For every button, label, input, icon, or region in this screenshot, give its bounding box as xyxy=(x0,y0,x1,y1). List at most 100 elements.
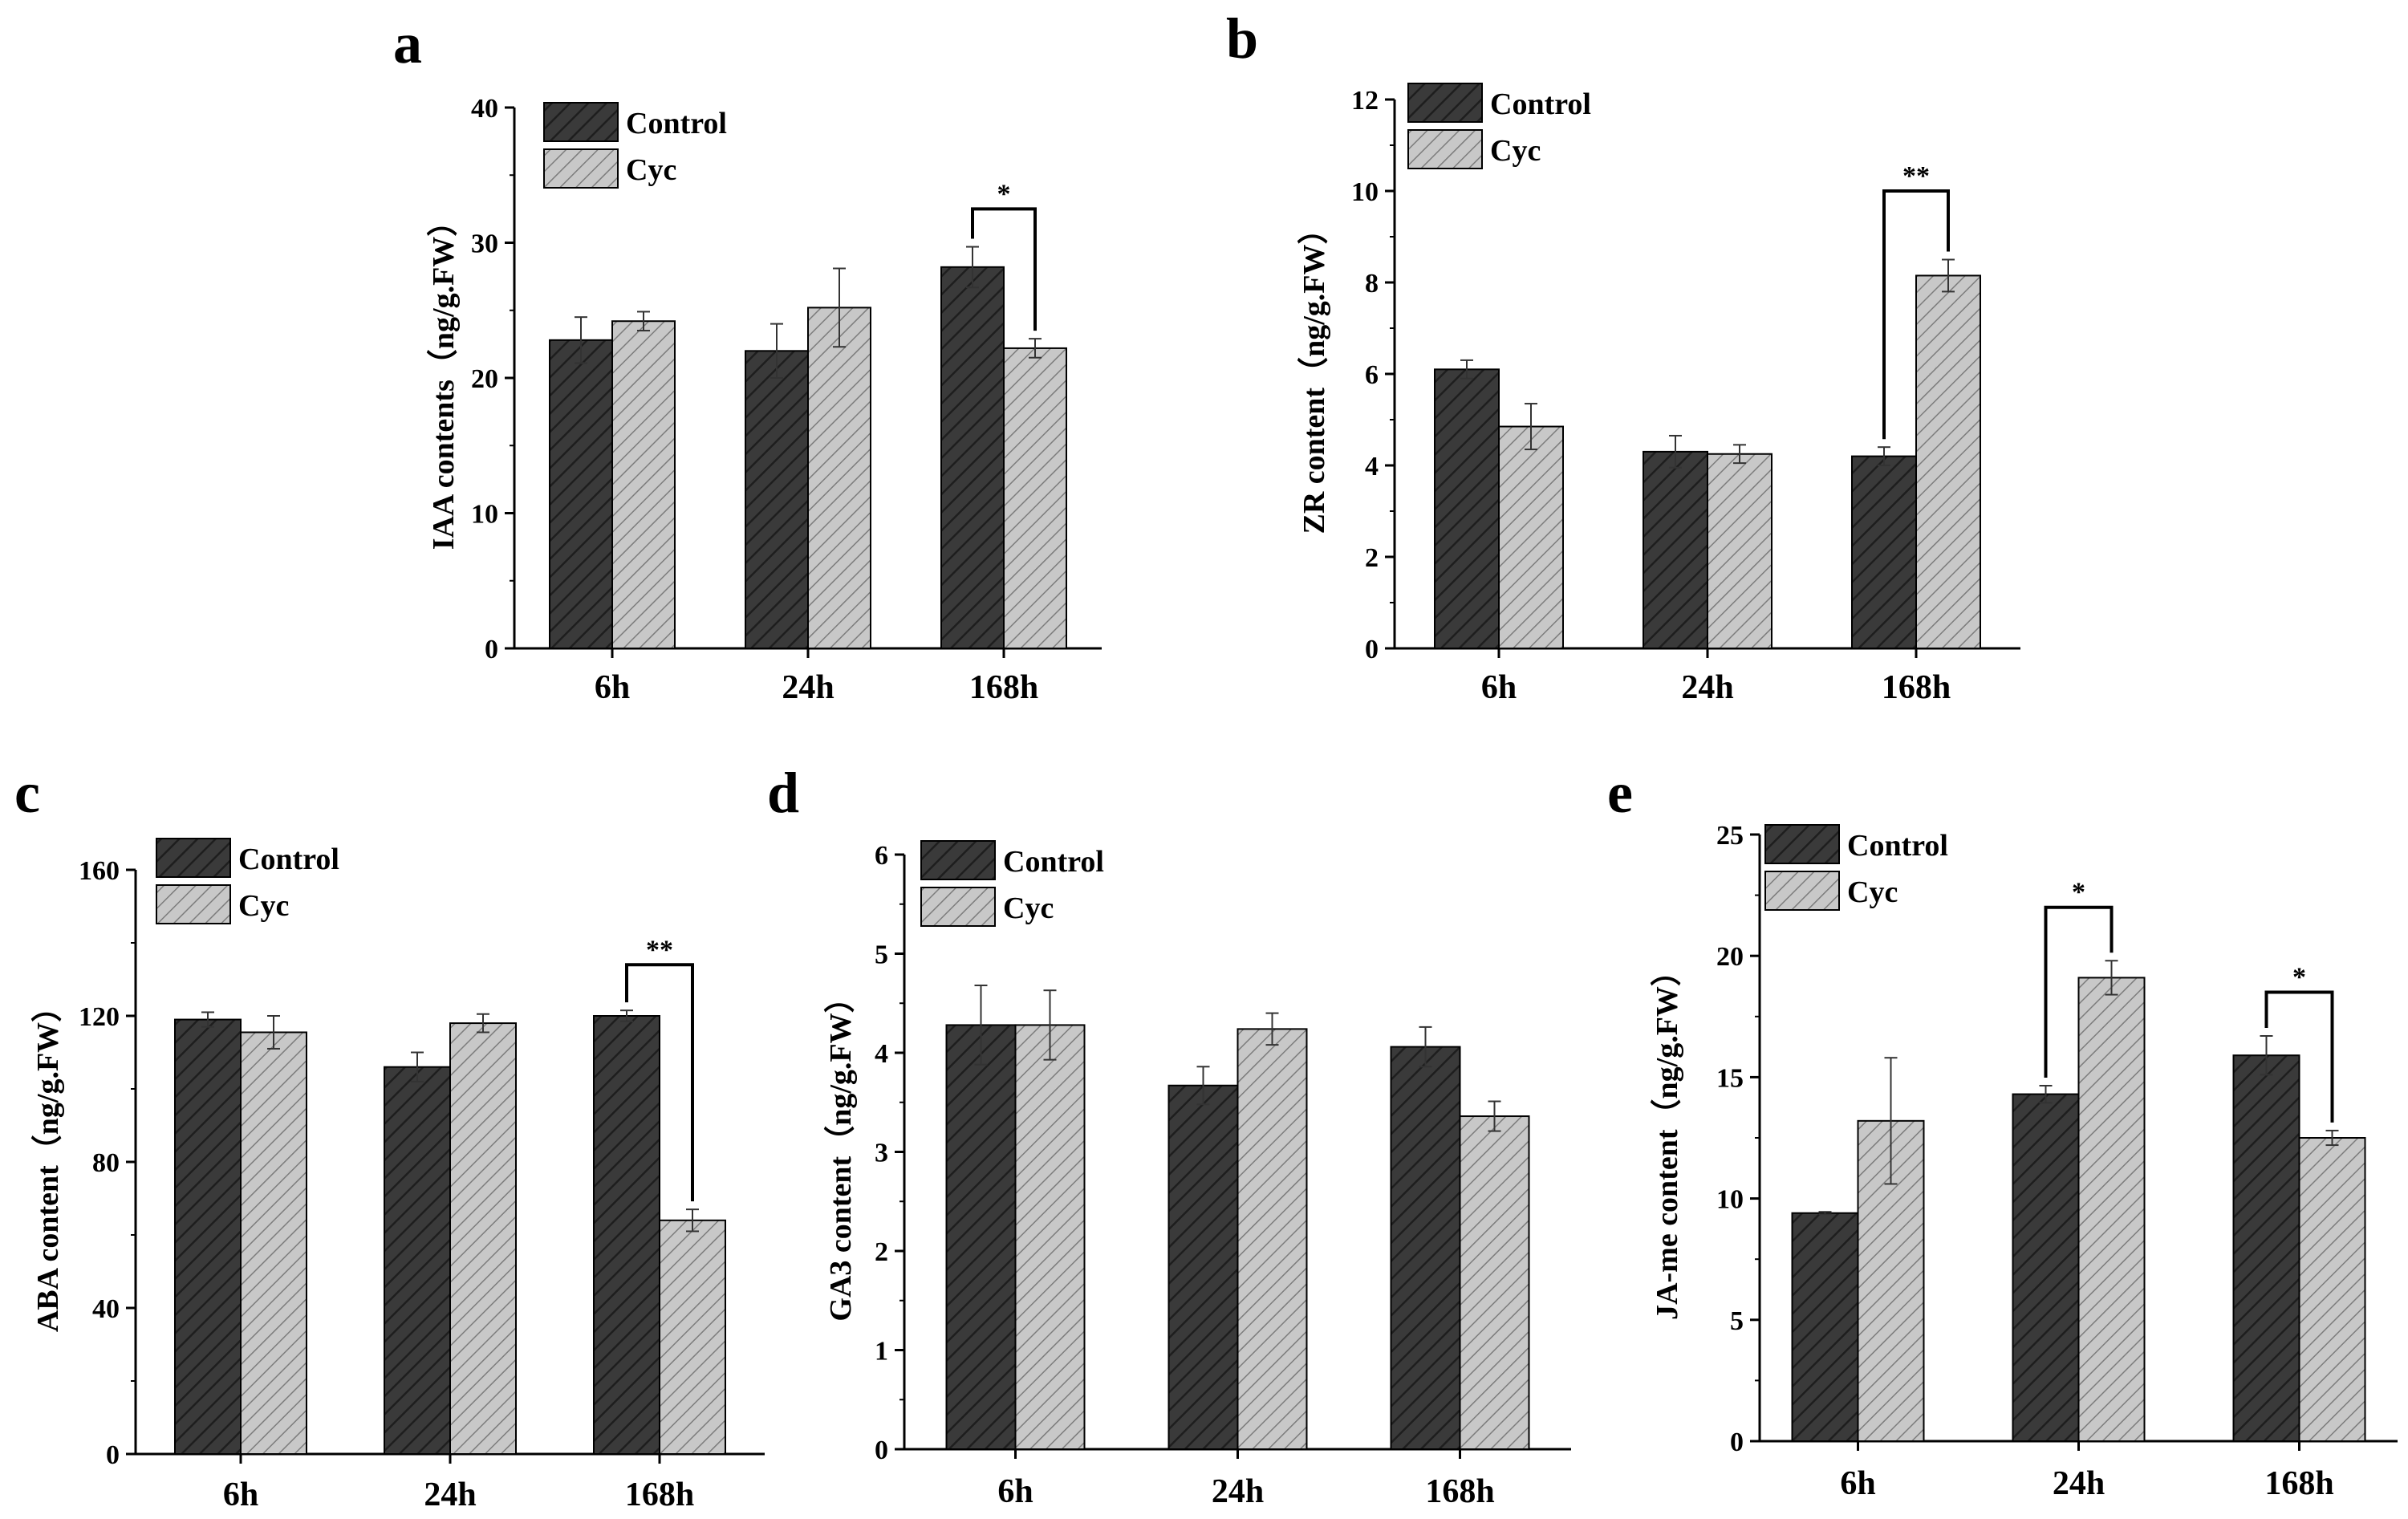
bar-control-168h xyxy=(1851,455,1917,649)
y-axis-label: GA3 content（ng/g.FW） xyxy=(824,982,858,1321)
y-tick-label: 0 xyxy=(1365,635,1379,664)
x-category-label: 168h xyxy=(625,1476,694,1513)
y-axis-label: ZR content（ng/g.FW） xyxy=(1297,213,1331,534)
y-tick-label: 10 xyxy=(471,500,498,530)
x-category-label: 6h xyxy=(595,669,630,706)
y-tick-label: 0 xyxy=(485,635,498,664)
significance-bracket xyxy=(2264,990,2334,1123)
significance-marker: * xyxy=(2072,878,2085,908)
legend-swatch-cyc xyxy=(1407,129,1483,169)
y-tick-label: 6 xyxy=(875,841,888,871)
x-category-label: 24h xyxy=(424,1476,476,1513)
y-axis-label: IAA contents（ng/g.FW） xyxy=(427,206,461,550)
legend-label-cyc: Cyc xyxy=(626,153,676,187)
y-tick-label: 40 xyxy=(92,1294,120,1324)
x-category-label: 24h xyxy=(1681,669,1733,706)
bar-cyc-6h xyxy=(1014,1024,1086,1451)
bar-control-6h xyxy=(174,1018,242,1456)
bar-cyc-168h xyxy=(1915,274,1981,649)
x-category-label: 6h xyxy=(223,1476,258,1513)
x-category-label: 168h xyxy=(1882,669,1951,706)
significance-bracket xyxy=(625,963,694,1202)
bar-cyc-6h xyxy=(611,320,676,649)
y-tick-label: 20 xyxy=(1716,942,1744,972)
significance-marker: * xyxy=(2292,963,2306,993)
bar-control-6h xyxy=(1791,1212,1859,1443)
legend-label-control: Control xyxy=(1003,845,1104,879)
y-tick-label: 160 xyxy=(79,856,120,886)
y-axis-label: ABA content（ng/g.FW） xyxy=(31,992,65,1332)
y-tick-label: 0 xyxy=(875,1436,888,1465)
legend-label-cyc: Cyc xyxy=(1003,891,1054,925)
bar-control-24h xyxy=(384,1066,451,1455)
x-category-label: 168h xyxy=(969,669,1038,706)
legend-swatch-control xyxy=(543,102,619,142)
legend-swatch-control xyxy=(920,840,996,880)
legend-swatch-control xyxy=(156,838,231,878)
y-tick-label: 4 xyxy=(1365,452,1379,481)
bar-cyc-24h xyxy=(807,307,871,649)
significance-marker: ** xyxy=(646,935,673,965)
bar-control-24h xyxy=(745,350,809,649)
y-tick-label: 15 xyxy=(1716,1063,1744,1093)
y-tick-label: 2 xyxy=(875,1237,888,1267)
panel-letter: a xyxy=(393,11,422,75)
y-tick-label: 40 xyxy=(471,94,498,124)
x-category-label: 6h xyxy=(997,1473,1033,1510)
x-category-label: 24h xyxy=(2053,1465,2105,1502)
bar-control-24h xyxy=(2012,1093,2080,1442)
bar-control-24h xyxy=(1643,450,1708,650)
bar-control-168h xyxy=(593,1015,660,1455)
bar-control-6h xyxy=(549,339,613,649)
legend-swatch-cyc xyxy=(1764,871,1840,911)
bar-control-6h xyxy=(1434,368,1500,649)
panel-letter: c xyxy=(14,761,40,825)
bar-cyc-168h xyxy=(2298,1137,2366,1442)
significance-marker: * xyxy=(997,179,1011,209)
chart-panel-a: a 0 10 20 30 40 IAA contents（ng/g.FW） 6h 24h 168h… xyxy=(393,11,1102,706)
y-tick-label: 10 xyxy=(1716,1185,1744,1215)
y-tick-label: 3 xyxy=(875,1139,888,1168)
bar-cyc-168h xyxy=(1459,1115,1530,1451)
bar-control-24h xyxy=(1167,1084,1239,1450)
bar-control-168h xyxy=(2232,1054,2300,1442)
y-tick-label: 0 xyxy=(106,1440,120,1470)
legend-label-cyc: Cyc xyxy=(1490,134,1541,168)
panel-letter: b xyxy=(1226,6,1258,71)
chart-panel-e: e 0 5 10 15 20 25 JA-me content（ng/g.FW） 6h 24h 16… xyxy=(1607,761,2398,1502)
legend-label-cyc: Cyc xyxy=(1847,875,1898,909)
legend-swatch-control xyxy=(1407,83,1483,123)
significance-bracket xyxy=(2044,905,2114,1078)
x-category-label: 24h xyxy=(782,669,834,706)
y-tick-label: 4 xyxy=(875,1039,888,1069)
y-tick-label: 6 xyxy=(1365,360,1379,390)
bar-cyc-24h xyxy=(449,1022,517,1455)
panel-letter: d xyxy=(767,761,799,825)
panel-letter: e xyxy=(1607,761,1633,825)
legend-label-control: Control xyxy=(1847,829,1948,863)
significance-bracket xyxy=(971,207,1037,331)
x-category-label: 168h xyxy=(2264,1465,2333,1502)
legend-label-control: Control xyxy=(238,843,339,876)
bar-control-6h xyxy=(945,1024,1017,1451)
x-category-label: 6h xyxy=(1840,1465,1875,1502)
y-axis-label: JA-me content（ng/g.FW） xyxy=(1651,956,1684,1320)
y-tick-label: 2 xyxy=(1365,543,1379,573)
y-tick-label: 1 xyxy=(875,1337,888,1367)
y-tick-label: 120 xyxy=(79,1002,120,1032)
legend-swatch-cyc xyxy=(543,148,619,189)
legend-label-control: Control xyxy=(626,107,727,140)
bar-control-168h xyxy=(1390,1046,1461,1450)
y-tick-label: 8 xyxy=(1365,269,1379,299)
legend-label-control: Control xyxy=(1490,87,1591,121)
legend-swatch-control xyxy=(1764,824,1840,864)
x-category-label: 168h xyxy=(1425,1473,1494,1510)
chart-panel-d: d 0 1 2 3 4 5 6 GA3 content（ng/g.FW） 6h 24h 168h Con… xyxy=(767,761,1571,1510)
significance-marker: ** xyxy=(1902,161,1930,191)
bar-control-168h xyxy=(940,266,1005,649)
bar-cyc-24h xyxy=(2077,977,2146,1442)
legend-label-cyc: Cyc xyxy=(238,889,289,923)
chart-panel-c: c 0 40 80 120 160 ABA content（ng/g.FW） 6h 24h 168… xyxy=(14,761,765,1513)
